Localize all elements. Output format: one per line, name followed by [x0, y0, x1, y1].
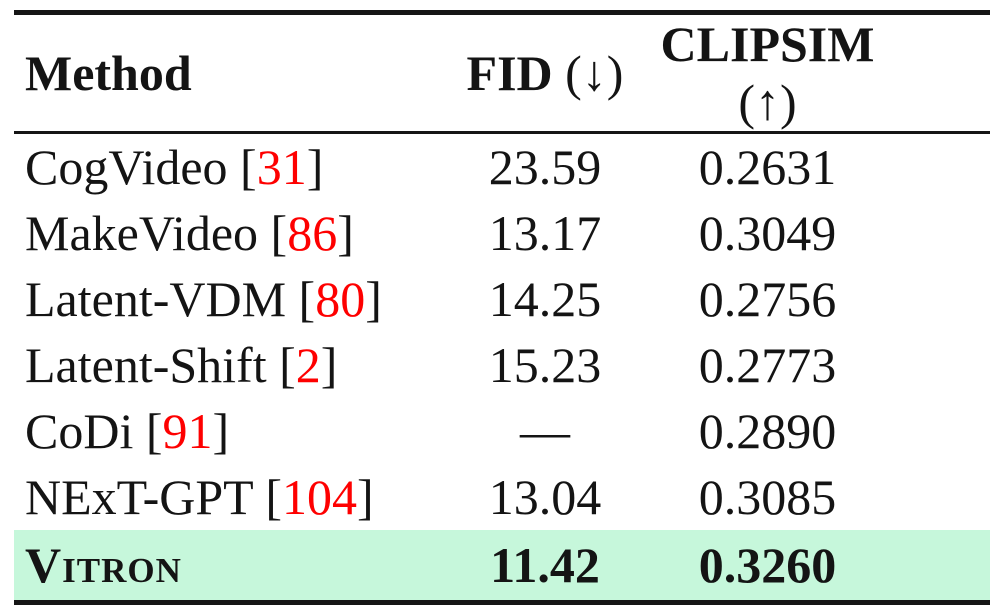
method-cell: Latent-VDM [80] [14, 266, 450, 332]
bracket-close: ] [212, 403, 230, 459]
citation-number: 91 [162, 403, 213, 459]
method-name: NExT-GPT [25, 469, 253, 525]
method-cell: MakeVideo [86] [14, 200, 450, 266]
column-header-fid: FID (↓) [450, 12, 640, 134]
citation-number: 80 [315, 271, 366, 327]
bracket-open: [ [270, 205, 288, 261]
citation: [86] [271, 205, 354, 261]
table-row: Latent-VDM [80] 14.25 0.2756 [14, 266, 990, 332]
down-arrow-icon: (↓) [565, 45, 624, 101]
table-row: Latent-Shift [2] 15.23 0.2773 [14, 332, 990, 398]
method-cell: Latent-Shift [2] [14, 332, 450, 398]
results-table-container: Method FID (↓) CLIPSIM (↑) CogVideo [31]… [14, 10, 990, 605]
fid-value: — [520, 403, 570, 459]
bracket-close: ] [337, 205, 354, 261]
bracket-open: [ [298, 271, 316, 327]
citation-number: 2 [295, 337, 321, 393]
citation: [2] [279, 337, 337, 393]
clipsim-value: 0.3049 [698, 205, 837, 261]
clipsim-value: 0.3085 [698, 469, 837, 525]
clipsim-value: 0.2756 [698, 271, 837, 327]
citation: [91] [146, 403, 229, 459]
bracket-close: ] [320, 337, 338, 393]
citation: [31] [240, 139, 323, 195]
citation-number: 86 [287, 205, 338, 261]
results-table: Method FID (↓) CLIPSIM (↑) CogVideo [31]… [14, 10, 990, 605]
method-name: MakeVideo [25, 205, 259, 261]
fid-value: 13.04 [488, 469, 602, 525]
bracket-open: [ [265, 469, 282, 525]
method-header-label: Method [25, 45, 192, 101]
fid-value: 11.42 [490, 537, 600, 593]
method-cell: CogVideo [31] [14, 133, 450, 201]
fid-value: 13.17 [488, 205, 602, 261]
bracket-close: ] [306, 139, 324, 195]
method-name: Latent-VDM [25, 271, 287, 327]
table-row: CoDi [91] — 0.2890 [14, 398, 990, 464]
citation: [80] [299, 271, 382, 327]
method-name: Latent-Shift [25, 337, 267, 393]
up-arrow-icon: (↑) [738, 74, 797, 130]
bracket-open: [ [240, 139, 257, 195]
bracket-open: [ [279, 337, 296, 393]
clipsim-header-label: CLIPSIM [660, 16, 875, 72]
method-cell: CoDi [91] [14, 398, 450, 464]
method-name: Vitron [25, 537, 182, 593]
citation-number: 104 [281, 469, 357, 525]
bracket-close: ] [365, 271, 382, 327]
table-row: CogVideo [31] 23.59 0.2631 [14, 133, 990, 201]
header-row: Method FID (↓) CLIPSIM (↑) [14, 12, 990, 134]
fid-value: 14.25 [488, 271, 602, 327]
column-header-clipsim: CLIPSIM (↑) [640, 12, 990, 134]
highlight-row-vitron: Vitron 11.42 0.3260 [14, 530, 990, 603]
clipsim-value: 0.3260 [698, 537, 837, 593]
method-cell: NExT-GPT [104] [14, 464, 450, 530]
clipsim-value: 0.2890 [698, 403, 837, 459]
citation-number: 31 [256, 139, 307, 195]
clipsim-value: 0.2631 [698, 139, 837, 195]
fid-value: 23.59 [488, 139, 602, 195]
table-row: MakeVideo [86] 13.17 0.3049 [14, 200, 990, 266]
column-header-method: Method [14, 12, 450, 134]
bracket-open: [ [145, 403, 163, 459]
method-cell: Vitron [14, 530, 450, 603]
clipsim-value: 0.2773 [698, 337, 837, 393]
method-name: CogVideo [25, 139, 228, 195]
fid-header-label: FID [466, 45, 553, 101]
method-name: CoDi [25, 403, 134, 459]
bracket-close: ] [356, 469, 374, 525]
table-row: NExT-GPT [104] 13.04 0.3085 [14, 464, 990, 530]
citation: [104] [265, 469, 373, 525]
fid-value: 15.23 [488, 337, 602, 393]
